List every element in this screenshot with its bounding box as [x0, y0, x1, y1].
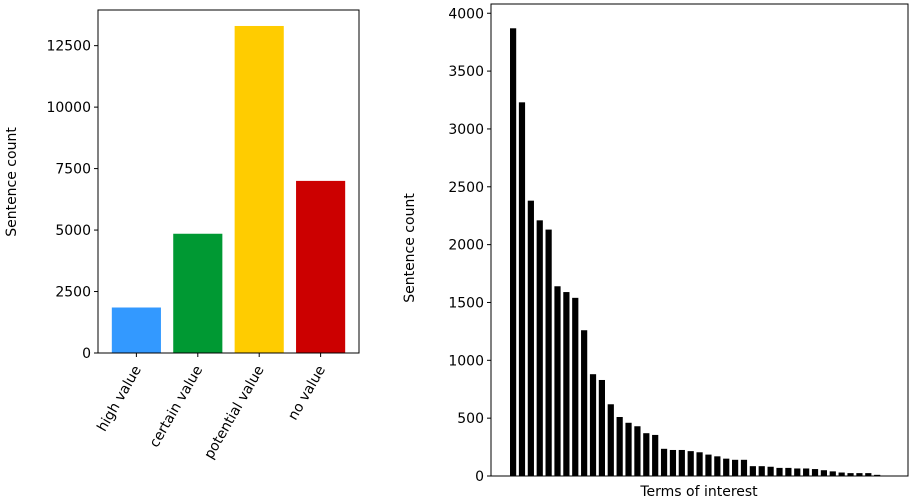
right-bar — [794, 468, 801, 476]
right-y-tick-label: 3000 — [448, 122, 484, 138]
left-y-tick-label: 12500 — [46, 39, 91, 55]
left-x-tick-label: no value — [285, 363, 329, 423]
right-bar — [732, 459, 739, 476]
left-y-axis-label: Sentence count — [4, 127, 20, 237]
right-y-tick-label: 1500 — [448, 295, 484, 311]
right-bar — [563, 292, 570, 476]
left-y-ticks: 0 2500 5000 7500 10000 12500 — [46, 39, 98, 362]
right-bar — [829, 471, 836, 476]
left-bar — [111, 307, 161, 353]
right-plot-frame — [490, 3, 909, 477]
left-x-tick-label: high value — [94, 363, 144, 434]
right-bar — [616, 417, 623, 476]
right-bar — [510, 28, 517, 476]
right-bar — [678, 449, 685, 476]
right-bar — [838, 472, 845, 476]
right-bar — [785, 467, 792, 476]
right-bar — [811, 469, 819, 476]
left-chart: 0 2500 5000 7500 10000 12500 high value certai… — [4, 9, 360, 462]
right-bar — [598, 379, 605, 476]
left-x-tick-label: certain value — [147, 363, 207, 450]
right-bar — [581, 330, 588, 476]
right-bar — [776, 467, 783, 476]
left-bar — [234, 25, 284, 353]
right-bar — [669, 449, 677, 476]
right-bar — [865, 473, 872, 476]
right-bar — [634, 426, 641, 476]
left-y-tick-label: 2500 — [55, 285, 91, 301]
right-bar — [696, 452, 703, 476]
left-bar — [173, 233, 223, 353]
right-x-axis-label: Terms of interest — [639, 484, 758, 500]
right-y-tick-label: 1000 — [448, 353, 484, 369]
right-bar — [607, 404, 614, 476]
right-bar — [749, 466, 756, 476]
right-bars — [510, 28, 881, 477]
right-bar — [767, 466, 774, 476]
right-bar — [527, 200, 534, 477]
left-y-tick-label: 0 — [82, 346, 91, 362]
right-bar — [625, 422, 632, 476]
right-bar — [856, 473, 863, 476]
right-y-tick-label: 0 — [475, 469, 484, 485]
right-bar — [554, 286, 561, 476]
left-y-tick-label: 7500 — [55, 162, 91, 178]
right-y-tick-label: 3500 — [448, 64, 484, 80]
right-bar — [572, 297, 579, 476]
right-bar — [740, 459, 748, 476]
left-x-tick-label: potential value — [201, 363, 267, 462]
left-bar — [296, 180, 346, 353]
left-y-tick-label: 10000 — [46, 100, 91, 116]
left-bars — [111, 25, 346, 353]
right-bar — [820, 470, 827, 476]
right-y-tick-label: 4000 — [448, 6, 484, 22]
right-bar — [652, 434, 659, 476]
right-bar — [589, 374, 597, 476]
left-y-tick-label: 5000 — [55, 223, 91, 239]
right-y-tick-label: 2500 — [448, 180, 484, 196]
right-bar — [518, 102, 526, 476]
right-y-tick-label: 2000 — [448, 238, 484, 254]
right-bar — [545, 229, 552, 476]
right-bar — [643, 433, 650, 476]
right-bar — [723, 458, 730, 476]
right-bar — [536, 220, 543, 476]
right-y-axis-label: Sentence count — [402, 193, 418, 303]
right-bar — [803, 468, 810, 476]
right-bar — [874, 474, 881, 476]
right-bar — [714, 456, 721, 476]
right-y-tick-label: 500 — [457, 411, 484, 427]
right-y-ticks: 0 500 1000 1500 2000 2500 3000 3500 4000 — [448, 6, 491, 485]
left-plot-frame — [97, 9, 360, 354]
right-bar — [847, 473, 854, 476]
right-chart: 0 500 1000 1500 2000 2500 3000 3500 4000 Sentenc… — [402, 3, 909, 500]
right-bar — [687, 451, 694, 476]
right-bar — [660, 448, 668, 476]
right-bar — [758, 466, 765, 476]
right-bar — [705, 454, 712, 476]
